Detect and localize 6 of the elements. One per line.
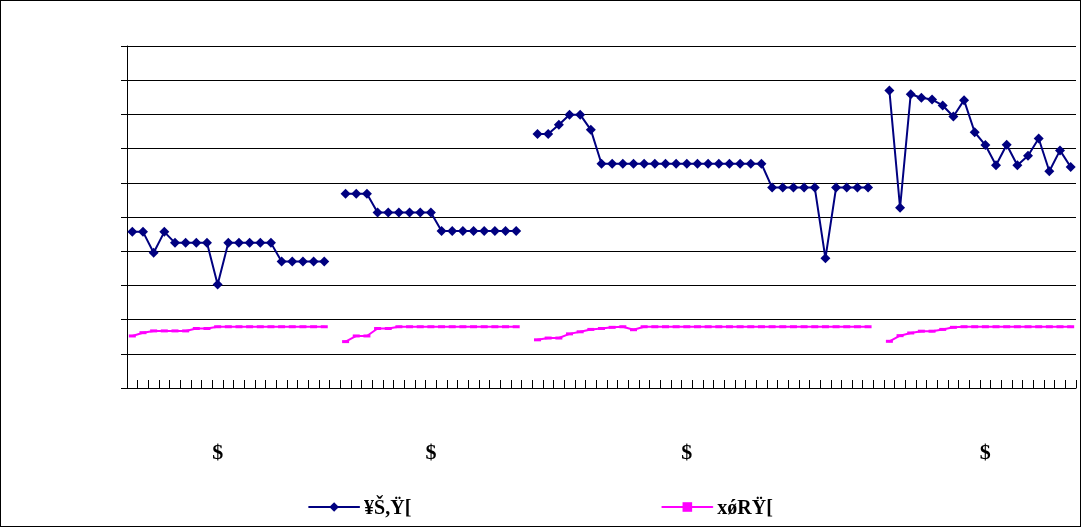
legend-label: ¥Š,Ÿ[ [364, 495, 412, 518]
x-tick-label: $ [212, 438, 224, 464]
x-tick-label: $ [979, 438, 991, 464]
legend-label: xǿRŸ[ [717, 496, 773, 518]
x-tick-label: $ [425, 438, 437, 464]
x-tick-label: $ [681, 438, 693, 464]
